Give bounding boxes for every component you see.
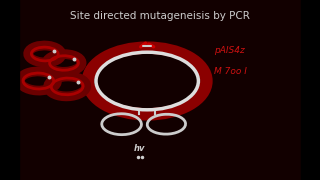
Text: M 7oo I: M 7oo I — [214, 68, 247, 76]
Text: hv: hv — [133, 144, 145, 153]
Bar — [0, 0, 19, 180]
Bar — [301, 0, 320, 180]
Text: Site directed mutageneisis by PCR: Site directed mutageneisis by PCR — [70, 11, 250, 21]
Text: pAIS4z: pAIS4z — [214, 46, 245, 55]
